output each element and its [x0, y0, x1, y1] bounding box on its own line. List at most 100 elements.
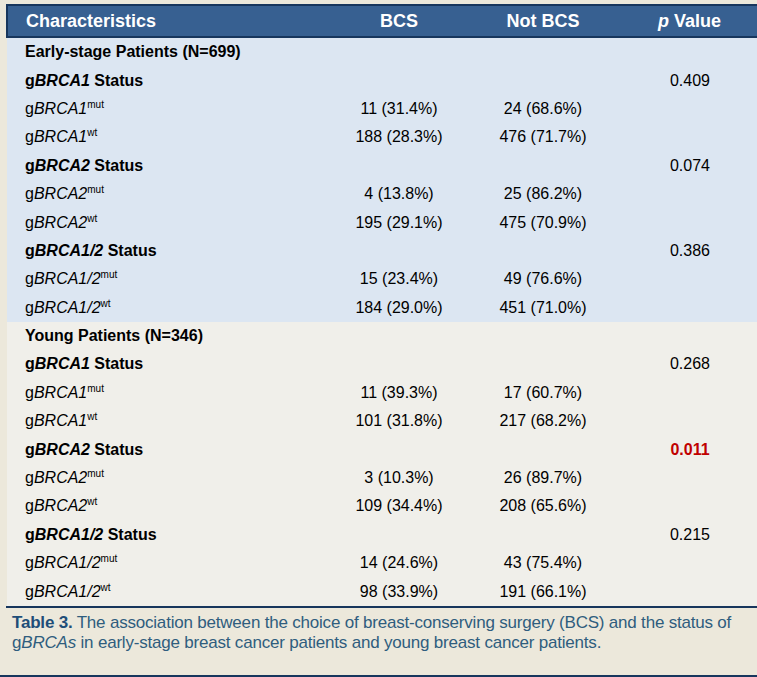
p-value-header-rest: Value	[669, 11, 721, 31]
characteristic-cell: Early-stage Patients (N=699)	[7, 37, 334, 66]
bcs-cell	[334, 435, 464, 463]
bcs-cell	[334, 152, 464, 180]
p-value-cell	[622, 123, 757, 151]
table-row: gBRCA1mut11 (39.3%)17 (60.7%)	[7, 379, 757, 407]
characteristic-cell: gBRCA1/2wt	[7, 294, 334, 322]
p-value-cell	[622, 379, 757, 407]
header-row: Characteristics BCS Not BCS p Value	[7, 5, 757, 37]
table-row: gBRCA1/2wt184 (29.0%)451 (71.0%)	[7, 294, 757, 322]
caption-text-after: in early-stage breast cancer patients an…	[76, 633, 601, 652]
p-value-cell: 0.409	[622, 66, 757, 94]
p-value-cell	[622, 95, 757, 123]
table-row: gBRCA2mut4 (13.8%)25 (86.2%)	[7, 180, 757, 208]
col-header-p-value: p Value	[622, 5, 757, 37]
not-bcs-cell: 191 (66.1%)	[464, 577, 622, 605]
table-row: gBRCA1 Status 0.409	[7, 66, 757, 94]
bcs-cell: 11 (39.3%)	[334, 379, 464, 407]
p-value-cell	[622, 180, 757, 208]
table-row: gBRCA2mut3 (10.3%)26 (89.7%)	[7, 464, 757, 492]
p-value-cell: 0.268	[622, 350, 757, 378]
characteristic-cell: gBRCA1 Status	[7, 350, 334, 378]
table-row: gBRCA2wt195 (29.1%)475 (70.9%)	[7, 208, 757, 236]
bcs-cell: 188 (28.3%)	[334, 123, 464, 151]
gene-name: BRCA2	[34, 497, 87, 514]
allele-superscript: wt	[87, 411, 97, 422]
not-bcs-cell	[464, 521, 622, 549]
allele-superscript: mut	[87, 468, 104, 479]
p-value-cell: 0.074	[622, 152, 757, 180]
gene-name: BRCA2	[34, 185, 87, 202]
gene-name: BRCA2	[34, 469, 87, 486]
characteristic-cell: gBRCA2 Status	[7, 152, 334, 180]
table-row: gBRCA1/2mut15 (23.4%)49 (76.6%)	[7, 265, 757, 293]
table-row: gBRCA1/2 Status 0.386	[7, 237, 757, 265]
allele-superscript: mut	[101, 269, 118, 280]
characteristic-cell: gBRCA1 Status	[7, 66, 334, 94]
col-header-characteristics: Characteristics	[7, 5, 334, 37]
bcs-cell: 15 (23.4%)	[334, 265, 464, 293]
not-bcs-cell: 217 (68.2%)	[464, 407, 622, 435]
bcs-cell	[334, 350, 464, 378]
bcs-cell: 14 (24.6%)	[334, 549, 464, 577]
allele-superscript: wt	[101, 581, 111, 592]
gene-name: BRCA1/2	[35, 526, 103, 543]
characteristic-cell: gBRCA1/2mut	[7, 265, 334, 293]
p-value-cell	[622, 492, 757, 520]
characteristic-cell: gBRCA1/2 Status	[7, 237, 334, 265]
table-row: gBRCA1 Status 0.268	[7, 350, 757, 378]
not-bcs-cell	[464, 66, 622, 94]
bcs-cell: 98 (33.9%)	[334, 577, 464, 605]
p-value-cell	[622, 407, 757, 435]
table-row: gBRCA1/2wt98 (33.9%)191 (66.1%)	[7, 577, 757, 605]
bcs-cell	[334, 237, 464, 265]
not-bcs-cell: 49 (76.6%)	[464, 265, 622, 293]
not-bcs-cell: 26 (89.7%)	[464, 464, 622, 492]
not-bcs-cell: 24 (68.6%)	[464, 95, 622, 123]
not-bcs-cell	[464, 350, 622, 378]
bcs-cell	[334, 322, 464, 350]
caption-gene-italic: BRCAs	[21, 633, 76, 652]
not-bcs-cell: 476 (71.7%)	[464, 123, 622, 151]
bcs-cell: 3 (10.3%)	[334, 464, 464, 492]
allele-superscript: wt	[87, 496, 97, 507]
p-value-cell	[622, 294, 757, 322]
bcs-cell	[334, 521, 464, 549]
p-value-cell	[622, 322, 757, 350]
table-caption: Table 3. The association between the cho…	[0, 608, 757, 675]
not-bcs-cell: 43 (75.4%)	[464, 549, 622, 577]
p-value-cell	[622, 464, 757, 492]
gene-name: BRCA1/2	[34, 554, 101, 571]
gene-name: BRCA1/2	[35, 242, 103, 259]
table-row: gBRCA1wt101 (31.8%)217 (68.2%)	[7, 407, 757, 435]
bcs-cell	[334, 66, 464, 94]
gene-name: BRCA1	[34, 100, 87, 117]
bcs-cell: 109 (34.4%)	[334, 492, 464, 520]
p-value-cell: 0.215	[622, 521, 757, 549]
gene-name: BRCA2	[35, 441, 90, 458]
table-row: Young Patients (N=346)	[7, 322, 757, 350]
col-header-not-bcs: Not BCS	[464, 5, 622, 37]
p-value-cell: 0.011	[622, 435, 757, 463]
not-bcs-cell: 208 (65.6%)	[464, 492, 622, 520]
table-row: gBRCA2 Status 0.074	[7, 152, 757, 180]
table-row: gBRCA2wt109 (34.4%)208 (65.6%)	[7, 492, 757, 520]
table-body: Early-stage Patients (N=699)gBRCA1 Statu…	[7, 37, 757, 606]
not-bcs-cell	[464, 322, 622, 350]
gene-name: BRCA1	[34, 384, 87, 401]
gene-name: BRCA1/2	[34, 299, 101, 316]
characteristic-cell: gBRCA1wt	[7, 123, 334, 151]
characteristic-cell: gBRCA2mut	[7, 180, 334, 208]
caption-label: Table 3.	[12, 613, 72, 632]
characteristic-cell: Young Patients (N=346)	[7, 322, 334, 350]
bcs-cell: 101 (31.8%)	[334, 407, 464, 435]
not-bcs-cell: 451 (71.0%)	[464, 294, 622, 322]
bcs-cell: 4 (13.8%)	[334, 180, 464, 208]
gene-name: BRCA2	[35, 157, 90, 174]
bcs-cell: 195 (29.1%)	[334, 208, 464, 236]
gene-name: BRCA1	[35, 72, 90, 89]
allele-superscript: mut	[87, 184, 104, 195]
characteristic-cell: gBRCA1mut	[7, 379, 334, 407]
p-value-cell: 0.386	[622, 237, 757, 265]
bcs-cell	[334, 37, 464, 66]
table-row: gBRCA2 Status0.011	[7, 435, 757, 463]
